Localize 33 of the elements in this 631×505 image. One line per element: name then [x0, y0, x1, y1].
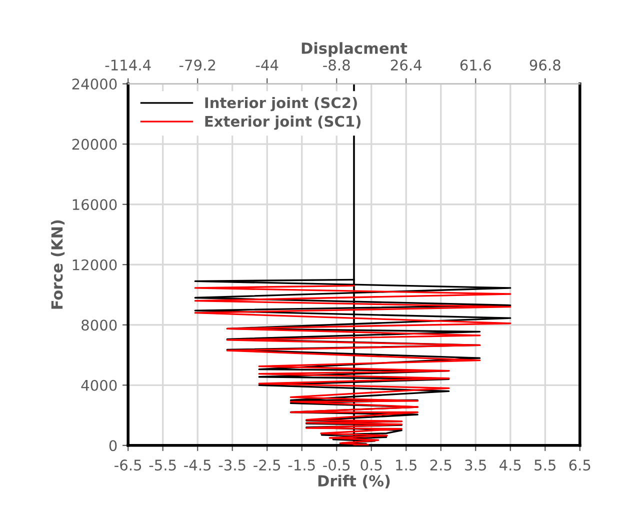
x-tick-label: -1.5	[288, 460, 315, 471]
x-tick-label: 6.5	[569, 460, 590, 471]
x-tick-label: -6.5	[114, 460, 142, 471]
y-axis-title: Force (KN)	[50, 220, 65, 309]
x2-tick-label: 26.4	[390, 60, 422, 71]
x2-tick-label: -44	[256, 60, 278, 70]
x-tick-label: -5.5	[149, 460, 176, 471]
y-tick-label: 12000	[72, 259, 117, 270]
x-tick-label: -0.5	[323, 460, 350, 471]
x2-tick-label: -114.4	[105, 60, 151, 70]
y-tick-label: 4000	[81, 380, 117, 391]
y-tick-label: 20000	[72, 138, 117, 150]
x2-tick-label: -79.2	[179, 60, 216, 71]
x-tick-label: -2.5	[254, 460, 280, 471]
y-tick-label: 0	[109, 440, 117, 452]
x-tick-label: 1.5	[396, 460, 416, 471]
legend-label: Interior joint (SC2)	[205, 96, 357, 112]
x2-tick-label: 96.8	[530, 60, 560, 71]
x-tick-label: 5.5	[534, 460, 556, 471]
legend-label: Exterior joint (SC1)	[205, 116, 361, 130]
y-tick-label: 24000	[72, 78, 117, 90]
x-tick-label: 3.5	[465, 460, 486, 471]
x-tick-label: 0.5	[360, 460, 382, 471]
x-tick-label: 4.5	[500, 460, 521, 471]
x-tick-label: 2.5	[430, 460, 452, 471]
x-axis-title: Drift (%)	[318, 474, 390, 488]
y-tick-label: 16000	[72, 199, 117, 210]
x2-tick-label: 61.6	[460, 60, 491, 71]
x-tick-label: -3.5	[218, 460, 246, 471]
x2-tick-label: -8.8	[323, 60, 350, 71]
x-tick-label: -4.5	[184, 460, 211, 471]
x2-axis-title: Displacment	[302, 42, 408, 57]
y-tick-label: 8000	[82, 320, 117, 331]
